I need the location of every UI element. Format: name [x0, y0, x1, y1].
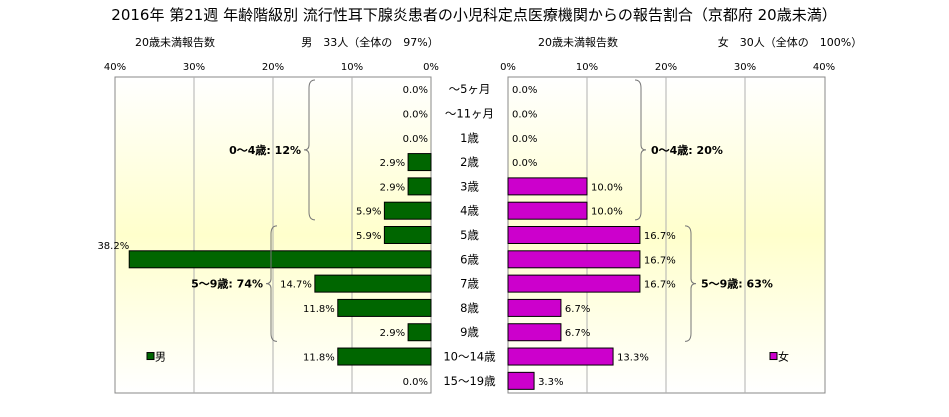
female-value-label: 0.0%	[512, 134, 537, 145]
value-labels: 0.0% 0.0% 0.0% 0.0% 0.0% 0.0% 2.9% 0.0% 2.9% 10.0…	[97, 85, 675, 388]
right-header-label: 20歳未満報告数	[538, 36, 618, 49]
female-bar	[507, 347, 614, 366]
left-tick-label: 10%	[341, 62, 363, 73]
chart-title: 2016年 第21週 年齢階級別 流行性耳下腺炎患者の小児科定点医療機関からの報…	[111, 6, 836, 24]
male-value-label: 2.9%	[380, 158, 405, 169]
right-tick-label: 40%	[813, 62, 835, 73]
female-value-label: 16.7%	[644, 231, 676, 242]
right-tick-label: 30%	[734, 62, 756, 73]
group-bracket	[634, 79, 647, 221]
left-header-label: 20歳未満報告数	[135, 36, 215, 49]
left-axis-tick-labels: 0% 10% 20% 30% 40%	[104, 62, 439, 73]
female-value-label: 0.0%	[512, 85, 537, 96]
male-bar	[383, 201, 432, 220]
group-label: 0～4歳: 20%	[651, 143, 723, 157]
group-label: 0～4歳: 12%	[229, 143, 301, 157]
male-bar	[337, 347, 432, 366]
category-label: 5歳	[460, 228, 479, 242]
female-bar	[507, 177, 588, 196]
female-value-label: 0.0%	[512, 109, 537, 120]
right-axis-tick-labels: 0% 10% 20% 30% 40%	[500, 62, 835, 73]
category-label: 6歳	[460, 252, 479, 266]
legend-female-swatch	[769, 352, 778, 361]
female-value-label: 16.7%	[644, 255, 676, 266]
male-value-label: 0.0%	[403, 85, 428, 96]
group-label: 5～9歳: 63%	[701, 277, 773, 291]
male-value-label: 11.8%	[303, 304, 335, 315]
female-bar	[507, 201, 588, 220]
category-label: 15～19歳	[443, 374, 496, 388]
age-group-brackets: 0～4歳: 12% 5～9歳: 74% 0～4歳: 20% 5～9歳: 63%	[191, 79, 773, 342]
male-bar	[383, 226, 432, 244]
category-label: 9歳	[460, 325, 479, 339]
group-bracket	[684, 225, 697, 342]
male-value-label: 5.9%	[356, 207, 381, 218]
left-header-summary: 男 33人（全体の 97%）	[301, 35, 438, 49]
left-tick-label: 0%	[423, 62, 439, 73]
female-bar	[507, 274, 641, 293]
category-label: 1歳	[460, 131, 479, 145]
right-tick-label: 0%	[500, 62, 516, 73]
right-tick-label: 20%	[655, 62, 677, 73]
category-labels: ～5ヶ月 ～11ヶ月 1歳 2歳 3歳 4歳 5歳 6歳 7歳 8歳 9歳 10～14歳 15～19歳	[443, 82, 496, 388]
female-value-label: 10.0%	[591, 207, 623, 218]
female-value-label: 6.7%	[565, 328, 590, 339]
female-value-label: 16.7%	[644, 280, 676, 291]
female-value-label: 0.0%	[512, 158, 537, 169]
female-value-label: 10.0%	[591, 182, 623, 193]
male-bar	[407, 323, 432, 342]
female-bar	[507, 371, 535, 390]
female-value-label: 6.7%	[565, 304, 590, 315]
male-value-label: 2.9%	[380, 182, 405, 193]
legend-male-swatch	[146, 352, 155, 361]
group-bracket	[265, 225, 278, 342]
male-value-label: 0.0%	[403, 377, 428, 388]
male-bar	[128, 250, 432, 269]
category-label: 3歳	[460, 179, 479, 193]
male-value-label: 11.8%	[303, 353, 335, 364]
female-bar	[507, 250, 641, 269]
category-label: ～5ヶ月	[449, 82, 491, 96]
female-value-label: 3.3%	[538, 377, 563, 388]
male-value-label: 14.7%	[280, 280, 312, 291]
category-label: 2歳	[460, 155, 479, 169]
right-header-summary: 女 30人（全体の 100%）	[718, 35, 862, 49]
male-value-label: 38.2%	[97, 241, 129, 252]
category-label: 4歳	[460, 204, 479, 218]
category-label: ～11ヶ月	[445, 106, 494, 120]
female-bar	[507, 298, 562, 317]
male-value-label: 5.9%	[356, 231, 381, 242]
male-bar	[407, 153, 432, 172]
group-label: 5～9歳: 74%	[191, 277, 263, 291]
female-bar	[507, 323, 562, 342]
legend-male-label: 男	[155, 351, 166, 364]
left-tick-label: 40%	[104, 62, 126, 73]
male-bar	[407, 177, 432, 196]
left-tick-label: 30%	[183, 62, 205, 73]
right-tick-label: 10%	[576, 62, 598, 73]
female-bar	[507, 226, 641, 244]
left-tick-label: 20%	[262, 62, 284, 73]
legend: 男女	[146, 350, 789, 364]
category-label: 10～14歳	[443, 350, 496, 364]
male-bar	[337, 298, 432, 317]
bars	[128, 153, 641, 390]
male-value-label: 2.9%	[380, 328, 405, 339]
legend-female-label: 女	[778, 350, 789, 364]
category-label: 7歳	[460, 277, 479, 291]
category-label: 8歳	[460, 301, 479, 315]
male-value-label: 0.0%	[403, 134, 428, 145]
male-bar	[314, 274, 432, 293]
female-value-label: 13.3%	[617, 353, 649, 364]
male-value-label: 0.0%	[403, 109, 428, 120]
group-bracket	[303, 79, 316, 221]
